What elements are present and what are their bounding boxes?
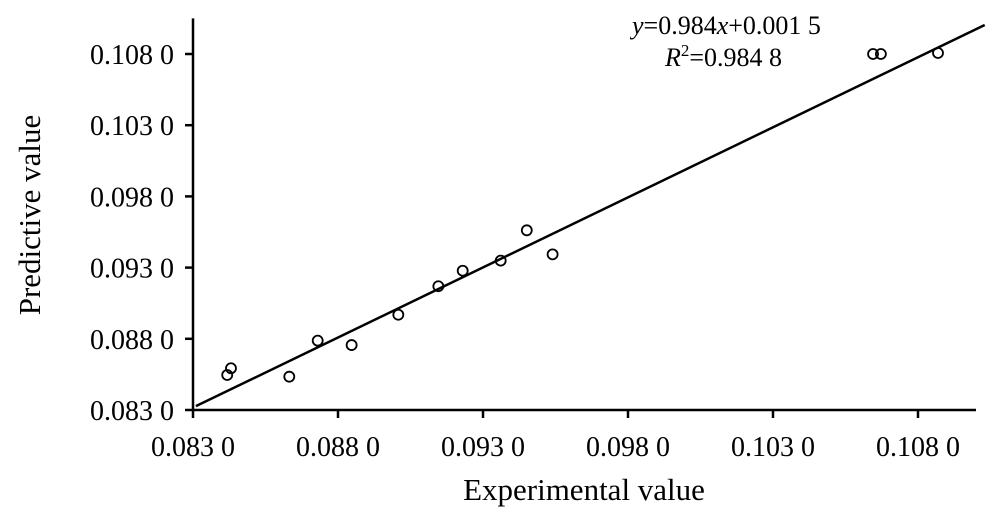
data-point xyxy=(225,362,237,375)
data-point xyxy=(283,370,296,383)
r-squared-label: R2=0.984 8 xyxy=(664,41,782,72)
y-tick-label: 0.098 0 xyxy=(90,182,174,213)
axes: 0.083 0 0.088 0 0.093 0 0.098 0 0.103 0 0.108… xyxy=(90,18,976,463)
y-tick-label: 0.103 0 xyxy=(90,111,174,142)
data-point xyxy=(874,48,887,60)
y-tick-label: 0.083 0 xyxy=(90,396,174,427)
data-point xyxy=(456,264,469,277)
x-tick-label: 0.108 0 xyxy=(876,432,960,463)
x-tick-label: 0.098 0 xyxy=(586,432,670,463)
x-tick-label: 0.088 0 xyxy=(296,432,380,463)
data-point xyxy=(432,280,445,293)
y-tick-label: 0.093 0 xyxy=(90,254,174,285)
regression-equation: y=0.984x+0.001 5 xyxy=(629,11,821,40)
x-axis-label: Experimental value xyxy=(463,472,705,507)
x-tick-label: 0.093 0 xyxy=(441,432,525,463)
y-axis-label: Predictive value xyxy=(12,115,47,316)
x-tick-label: 0.083 0 xyxy=(151,432,235,463)
y-tick-label: 0.108 0 xyxy=(90,40,174,71)
data-point xyxy=(867,48,879,60)
data-point xyxy=(392,308,405,321)
regression-line xyxy=(195,23,986,408)
y-tick-label: 0.088 0 xyxy=(90,325,174,356)
data-point xyxy=(546,248,559,261)
data-point xyxy=(221,369,234,381)
data-point xyxy=(311,334,324,347)
data-point xyxy=(494,254,507,267)
data-point xyxy=(345,339,358,351)
data-point xyxy=(520,224,533,237)
marks xyxy=(195,23,986,408)
x-tick-label: 0.103 0 xyxy=(731,432,815,463)
data-point xyxy=(932,47,944,59)
